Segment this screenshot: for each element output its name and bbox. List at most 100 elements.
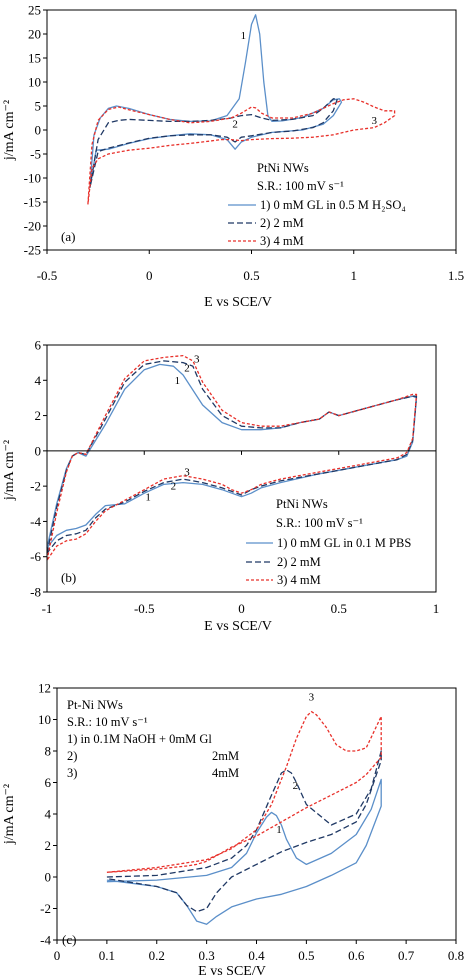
x-tick-label: 0.8 <box>448 948 464 963</box>
legend-entry-3: 3) 4 mM <box>277 573 321 587</box>
curve-number-label: 2 <box>293 780 299 792</box>
legend-entry-2-value: 2mM <box>212 749 239 763</box>
legend-title: Pt-Ni NWs <box>67 698 123 712</box>
legend-entry-2: 2) 2 mM <box>277 555 321 569</box>
series-3-line <box>46 354 418 561</box>
y-tick-label: -8 <box>30 585 41 600</box>
y-tick-label: -4 <box>40 933 51 948</box>
panel-label: (a) <box>61 229 75 244</box>
plot-frame <box>46 344 437 593</box>
x-axis-label: E vs SCE/V <box>198 964 266 979</box>
y-tick-label: -2 <box>40 901 51 916</box>
x-tick-label: -1 <box>42 601 53 616</box>
curve-number-label: 1 <box>276 824 282 836</box>
x-tick-label: 0.5 <box>331 601 347 616</box>
series-2-line <box>46 360 418 554</box>
y-tick-label: 10 <box>28 75 41 90</box>
legend-title: PtNi NWs <box>257 161 309 175</box>
y-axis-label: j/mA cm⁻² <box>2 784 17 845</box>
curve-number-label: 3 <box>309 692 315 704</box>
series-2-line <box>106 750 382 913</box>
x-tick-label: 0.6 <box>348 948 365 963</box>
x-tick-label: 0.7 <box>398 948 415 963</box>
curve-number-label: 2 <box>171 481 177 493</box>
x-tick-label: 0 <box>146 268 153 283</box>
legend-entry-3: 3) <box>67 766 77 780</box>
legend: Pt-Ni NWs S.R.: 10 mV s⁻¹ 1) in 0.1M NaO… <box>67 698 239 780</box>
curve-number-label: 1 <box>145 491 151 503</box>
y-tick-label: 12 <box>38 681 51 696</box>
chart-a: -25 -20 -15 -10 -5 0 5 10 15 20 25 -0.5 0 0.5 1 1.5 1 2 3… <box>2 3 464 311</box>
y-tick-label: -4 <box>30 514 41 529</box>
x-tick-label: 0.5 <box>298 948 314 963</box>
curve-number-label: 1 <box>241 30 247 42</box>
y-tick-label: 0 <box>35 443 42 458</box>
x-axis-label: E vs SCE/V <box>204 295 272 310</box>
y-tick-label: 6 <box>45 775 52 790</box>
x-tick-label: 1 <box>433 601 440 616</box>
y-tick-label: 2 <box>35 408 42 423</box>
curve-number-label: 3 <box>184 467 190 479</box>
curve-number-label: 3 <box>194 354 200 366</box>
x-tick-label: 1.5 <box>448 268 464 283</box>
curve-number-label: 1 <box>175 375 181 387</box>
y-tick-label: 0 <box>45 870 52 885</box>
y-tick-label: 20 <box>28 27 41 42</box>
x-tick-label: 1 <box>351 268 358 283</box>
series-3-line <box>106 710 382 873</box>
series-3-line <box>87 98 396 205</box>
y-tick-label: -2 <box>30 479 41 494</box>
y-tick-label: -15 <box>24 195 41 210</box>
x-tick-label: 0.1 <box>99 948 115 963</box>
legend-title: PtNi NWs <box>276 497 328 511</box>
y-tick-label: 8 <box>45 744 52 759</box>
x-tick-label: -0.5 <box>37 268 58 283</box>
y-axis-label: j/mA cm⁻² <box>2 100 17 161</box>
y-axis-label: j/mA cm⁻² <box>2 440 17 501</box>
series-1-line <box>106 778 382 925</box>
curve-number-label: 2 <box>184 362 190 374</box>
y-tick-label: 0 <box>35 123 42 138</box>
legend-subtitle: S.R.: 10 mV s⁻¹ <box>67 715 148 729</box>
legend-entry-2: 2) 2 mM <box>260 216 304 230</box>
x-axis-label: E vs SCE/V <box>204 619 272 634</box>
x-tick-label: 0.2 <box>149 948 165 963</box>
legend-subtitle: S.R.: 100 mV s⁻¹ <box>276 516 363 530</box>
y-tick-label: 15 <box>28 51 41 66</box>
legend-subtitle: S.R.: 100 mV s⁻¹ <box>257 179 344 193</box>
x-tick-label: -0.5 <box>134 601 155 616</box>
legend-entry-1: 1) 0 mM GL in 0.1 M PBS <box>277 536 411 550</box>
legend-entry-1: 1) 0 mM GL in 0.5 M H₂SO₄ <box>260 198 406 212</box>
y-tick-label: -5 <box>30 147 41 162</box>
y-tick-label: 6 <box>35 338 42 353</box>
curve-number-label: 2 <box>232 119 238 131</box>
y-tick-label: -20 <box>24 219 41 234</box>
x-tick-label: 0 <box>238 601 245 616</box>
series-2-line <box>89 98 339 188</box>
legend-entry-2: 2) <box>67 749 77 763</box>
x-tick-label: 0.5 <box>243 268 259 283</box>
legend-entry-3: 3) 4 mM <box>260 234 304 248</box>
y-tick-label: 10 <box>38 712 51 727</box>
y-tick-label: -6 <box>30 549 41 564</box>
y-tick-label: 25 <box>28 3 41 18</box>
legend-entry-3-value: 4mM <box>212 766 239 780</box>
y-tick-label: 5 <box>35 99 42 114</box>
legend-entry-1: 1) in 0.1M NaOH + 0mM Gl <box>67 732 212 746</box>
curve-number-label: 3 <box>371 115 377 127</box>
plot-frame <box>46 9 457 251</box>
y-tick-label: 2 <box>45 838 52 853</box>
y-tick-label: -25 <box>24 243 41 258</box>
x-tick-label: 0.3 <box>199 948 215 963</box>
y-tick-label: 4 <box>35 373 42 388</box>
panel-label: (b) <box>61 570 76 585</box>
x-tick-label: 0.4 <box>248 948 265 963</box>
legend: PtNi NWs S.R.: 100 mV s⁻¹ 1) 0 mM GL in … <box>246 497 411 587</box>
x-tick-label: 0 <box>54 948 61 963</box>
legend: PtNi NWs S.R.: 100 mV s⁻¹ 1) 0 mM GL in … <box>228 161 406 248</box>
panel-label: (c) <box>62 932 76 947</box>
y-tick-label: 4 <box>45 807 52 822</box>
